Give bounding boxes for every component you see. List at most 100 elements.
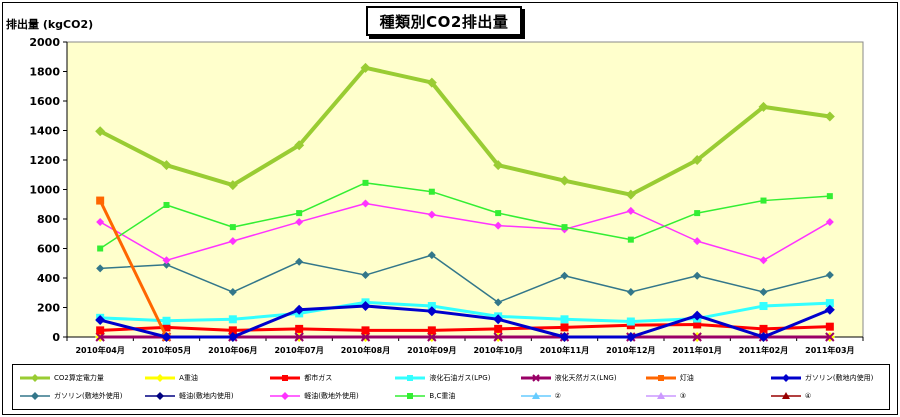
y-axis-label: 排出量 (kgCO2) <box>6 18 94 31</box>
x-tick-label: 2011年01月 <box>672 345 721 355</box>
legend-swatch-marker <box>407 375 414 381</box>
data-point <box>162 256 171 265</box>
legend-label: B,C重油 <box>429 392 456 400</box>
data-point <box>95 126 106 137</box>
data-point <box>825 322 834 331</box>
legend-label: 液化天然ガス(LNG) <box>554 374 617 382</box>
data-point <box>294 140 305 151</box>
x-tick-label: 2011年03月 <box>805 345 854 355</box>
legend-swatch <box>520 392 551 399</box>
data-point <box>228 315 237 324</box>
legend-swatch-marker <box>281 392 290 400</box>
data-point <box>361 199 370 208</box>
legend-item: ガソリン(敷地内使用) <box>770 372 873 384</box>
data-point <box>560 323 569 332</box>
data-point <box>826 193 833 200</box>
data-point <box>162 323 171 332</box>
legend-item: 液化天然ガス(LNG) <box>520 372 617 384</box>
data-point <box>428 188 435 195</box>
data-point <box>162 260 171 269</box>
data-point <box>560 271 569 280</box>
data-point <box>559 175 570 186</box>
data-point <box>493 332 503 342</box>
legend-label: 軽油(敷地内使用) <box>179 392 234 400</box>
legend-swatch-marker <box>156 392 165 400</box>
legend-swatch-marker <box>781 392 790 399</box>
data-point <box>824 304 835 315</box>
data-point <box>626 288 635 297</box>
data-point <box>759 324 768 333</box>
legend-item: ② <box>520 390 561 402</box>
legend-swatch-marker <box>31 374 39 382</box>
y-tick-label: 600 <box>37 243 60 256</box>
data-point <box>759 302 768 311</box>
legend-swatch-marker <box>781 374 790 382</box>
x-tick-label: 2011年02月 <box>739 345 788 355</box>
data-point <box>625 332 636 342</box>
legend-swatch <box>145 374 176 382</box>
data-point <box>227 180 238 191</box>
data-point <box>825 217 834 226</box>
legend-item: 軽油(敷地内使用) <box>144 390 234 402</box>
x-tick-label: 2010年08月 <box>341 345 390 355</box>
data-point <box>96 264 105 273</box>
data-point <box>494 221 503 230</box>
legend-item: B,C重油 <box>394 390 455 402</box>
data-point <box>96 196 105 205</box>
legend: CO2算定電力量 A重油 都市ガス 液化石油ガス(LPG) 液化天然ガス(LNG) 灯油ガ… <box>12 364 890 410</box>
y-tick-label: 200 <box>37 302 60 315</box>
legend-swatch <box>145 392 176 400</box>
legend-swatch <box>770 374 801 382</box>
y-tick-label: 0 <box>52 331 60 344</box>
data-point <box>692 155 703 165</box>
y-tick-label: 2000 <box>29 36 60 49</box>
data-point <box>692 332 702 342</box>
legend-item: 都市ガス <box>269 372 332 384</box>
legend-swatch <box>520 374 551 382</box>
legend-swatch-marker <box>531 374 540 382</box>
data-point <box>692 310 703 321</box>
data-point <box>493 160 504 171</box>
data-point <box>760 197 767 204</box>
data-point <box>627 236 634 243</box>
x-tick-label: 2010年04月 <box>75 345 124 355</box>
data-point <box>163 201 170 208</box>
legend-item: CO2算定電力量 <box>19 372 104 384</box>
legend-swatch-marker <box>657 375 664 381</box>
legend-swatch-marker <box>31 392 39 400</box>
data-point <box>561 224 568 231</box>
data-point <box>759 256 768 265</box>
series-line <box>99 65 831 197</box>
data-point <box>295 217 304 226</box>
y-tick-label: 1400 <box>29 125 60 138</box>
legend-swatch-marker <box>531 392 540 399</box>
y-tick-label: 800 <box>37 213 60 226</box>
data-point <box>161 160 172 171</box>
x-tick-label: 2010年06月 <box>208 345 257 355</box>
legend-label: ガソリン(敷地内使用) <box>804 374 874 382</box>
legend-swatch <box>20 374 50 382</box>
data-point <box>427 302 436 311</box>
legend-swatch <box>645 375 676 381</box>
x-tick-label: 2010年09月 <box>407 345 456 355</box>
data-point <box>694 210 701 217</box>
legend-item: ガソリン(敷地外使用) <box>19 390 122 402</box>
data-point <box>361 326 370 335</box>
legend-swatch-marker <box>282 375 289 381</box>
data-point <box>825 271 834 280</box>
data-point <box>494 324 503 333</box>
chart-title: 種類別CO2排出量 <box>379 12 509 31</box>
legend-swatch <box>645 392 676 399</box>
data-point <box>360 301 371 312</box>
data-point <box>294 304 305 315</box>
data-point <box>825 299 834 308</box>
data-point <box>427 326 436 335</box>
legend-swatch <box>270 375 301 381</box>
x-tick-label: 2010年11月 <box>540 345 589 355</box>
data-point <box>361 271 370 280</box>
data-point <box>758 101 769 112</box>
data-point <box>96 217 105 226</box>
data-point <box>294 332 304 342</box>
data-point <box>96 326 105 335</box>
